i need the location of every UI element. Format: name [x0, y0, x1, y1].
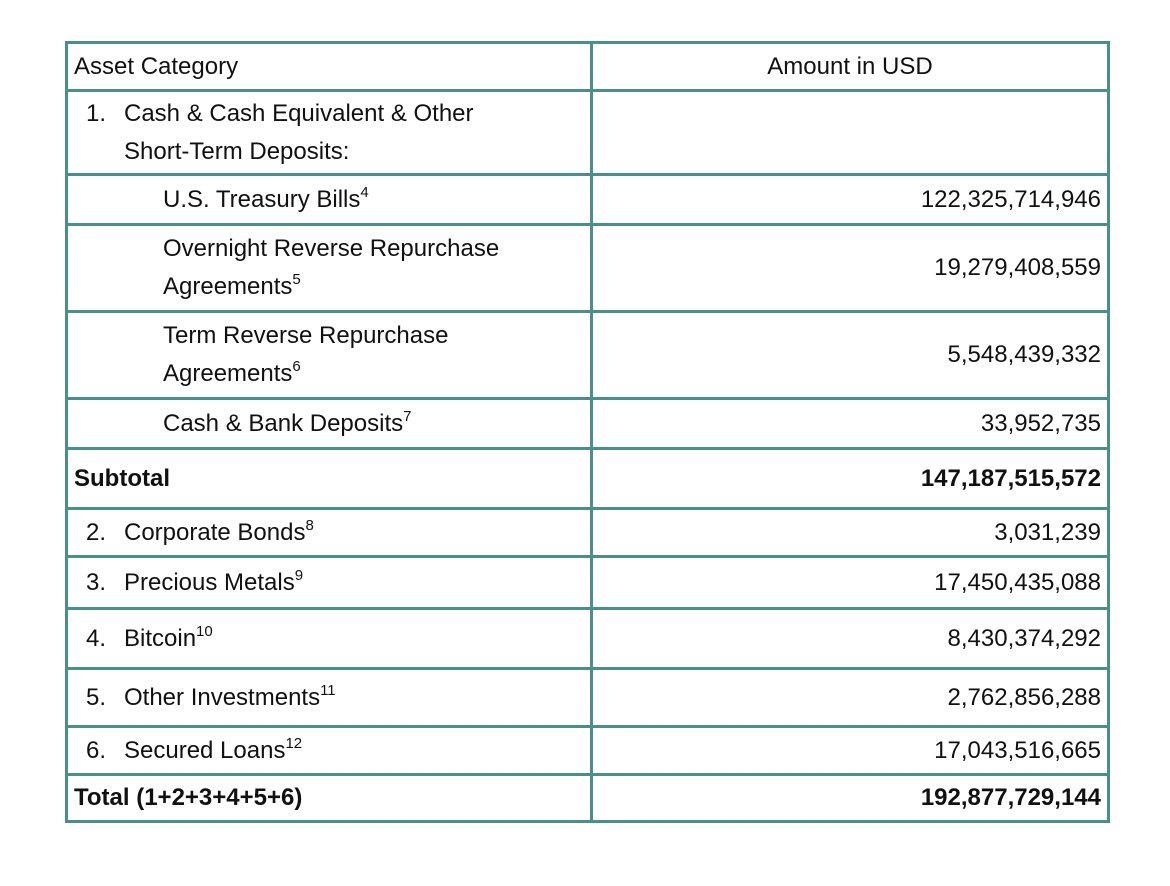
- category-label-line2: Short-Term Deposits:: [124, 137, 350, 165]
- table-row-treasury-bills: U.S. Treasury Bills4 122,325,714,946: [65, 173, 1110, 226]
- table-row-term-reverse-repo: Term Reverse Repurchase Agreements6 5,54…: [65, 310, 1110, 400]
- table-row-secured-loans: 6. Secured Loans12 17,043,516,665: [65, 725, 1110, 776]
- category-label: Cash & Bank Deposits: [163, 409, 404, 437]
- category-cell: Subtotal: [65, 447, 593, 510]
- category-label: Corporate Bonds: [124, 518, 306, 546]
- footnote-marker: 10: [196, 622, 213, 640]
- category-cell: Total (1+2+3+4+5+6): [65, 773, 593, 823]
- amount-cell: 122,325,714,946: [590, 173, 1110, 226]
- amount-cell: 17,450,435,088: [590, 555, 1110, 610]
- category-cell: 3. Precious Metals9: [65, 555, 593, 610]
- amount-cell: 17,043,516,665: [590, 725, 1110, 776]
- category-cell: 4. Bitcoin10: [65, 607, 593, 670]
- table-row-corporate-bonds: 2. Corporate Bonds8 3,031,239: [65, 507, 1110, 558]
- footnote-marker: 12: [285, 734, 303, 752]
- category-label: U.S. Treasury Bills: [163, 185, 361, 213]
- category-label-group: 1. Cash & Cash Equivalent & Other Short-…: [80, 95, 584, 171]
- amount-cell: [590, 89, 1110, 176]
- category-cell: 5. Other Investments11: [65, 667, 593, 728]
- footnote-marker: 9: [294, 566, 304, 584]
- table-row-total: Total (1+2+3+4+5+6) 192,877,729,144: [65, 773, 1110, 823]
- category-cell: Term Reverse Repurchase Agreements6: [65, 310, 593, 400]
- category-cell: Overnight Reverse Repurchase Agreements5: [65, 223, 593, 313]
- category-cell: 6. Secured Loans12: [65, 725, 593, 776]
- asset-breakdown-table: Asset Category Amount in USD 1. Cash & C…: [65, 41, 1110, 823]
- category-label-line1: Term Reverse Repurchase: [163, 322, 449, 349]
- item-number: 6.: [86, 736, 107, 764]
- table-row-subtotal: Subtotal 147,187,515,572: [65, 447, 1110, 510]
- asset-breakdown-table-container: Asset Category Amount in USD 1. Cash & C…: [65, 41, 1110, 823]
- category-label: Precious Metals: [124, 568, 295, 596]
- amount-cell: 3,031,239: [590, 507, 1110, 558]
- category-label-line1: Cash & Cash Equivalent & Other: [124, 99, 474, 127]
- category-cell: U.S. Treasury Bills4: [65, 173, 593, 226]
- category-label-line2: Agreements: [163, 273, 293, 300]
- amount-cell: 5,548,439,332: [590, 310, 1110, 400]
- amount-cell: 19,279,408,559: [590, 223, 1110, 313]
- table-row-overnight-reverse-repo: Overnight Reverse Repurchase Agreements5…: [65, 223, 1110, 313]
- category-label: Secured Loans: [124, 736, 286, 764]
- table-row-cash-bank-deposits: Cash & Bank Deposits7 33,952,735: [65, 397, 1110, 450]
- item-number: 3.: [86, 568, 107, 596]
- category-label: Other Investments: [124, 683, 321, 711]
- footnote-marker: 6: [292, 358, 301, 375]
- item-number: 5.: [86, 683, 107, 711]
- footnote-marker: 5: [292, 271, 301, 288]
- category-label-line2: Agreements: [163, 360, 293, 387]
- header-amount-usd: Amount in USD: [590, 41, 1110, 92]
- footnote-marker: 4: [360, 183, 369, 201]
- header-asset-category: Asset Category: [65, 41, 593, 92]
- item-number: 2.: [86, 518, 107, 546]
- item-number: 1.: [86, 99, 107, 127]
- table-row-bitcoin: 4. Bitcoin10 8,430,374,292: [65, 607, 1110, 670]
- footnote-marker: 11: [320, 681, 336, 699]
- amount-cell: 192,877,729,144: [590, 773, 1110, 823]
- table-row-cash-equivalents: 1. Cash & Cash Equivalent & Other Short-…: [65, 89, 1110, 176]
- category-label-line1: Overnight Reverse Repurchase: [163, 235, 500, 262]
- category-cell: 2. Corporate Bonds8: [65, 507, 593, 558]
- table-header-row: Asset Category Amount in USD: [65, 41, 1110, 92]
- footnote-marker: 7: [403, 407, 412, 425]
- category-label: Bitcoin: [124, 624, 197, 652]
- amount-cell: 2,762,856,288: [590, 667, 1110, 728]
- amount-cell: 8,430,374,292: [590, 607, 1110, 670]
- amount-cell: 33,952,735: [590, 397, 1110, 450]
- item-number: 4.: [86, 624, 107, 652]
- category-cell: Cash & Bank Deposits7: [65, 397, 593, 450]
- category-cell: 1. Cash & Cash Equivalent & Other Short-…: [65, 89, 593, 176]
- amount-cell: 147,187,515,572: [590, 447, 1110, 510]
- category-label: Cash & Cash Equivalent & Other Short-Ter…: [124, 95, 474, 171]
- footnote-marker: 8: [305, 516, 314, 534]
- table-row-other-investments: 5. Other Investments11 2,762,856,288: [65, 667, 1110, 728]
- table-row-precious-metals: 3. Precious Metals9 17,450,435,088: [65, 555, 1110, 610]
